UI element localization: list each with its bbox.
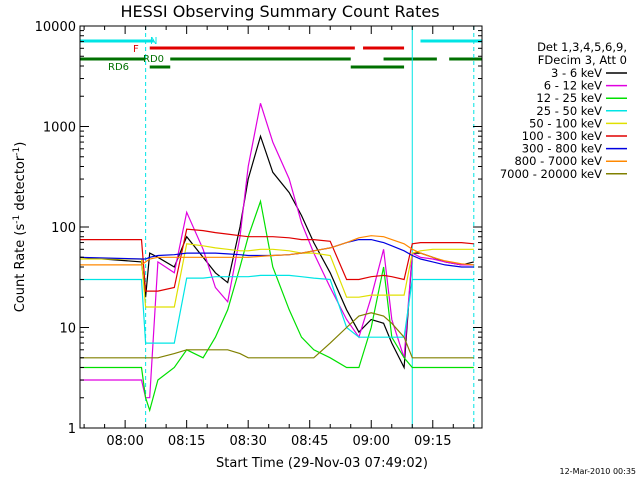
legend-label-4: 50 - 100 keV [529,116,602,130]
legend-label-8: 7000 - 20000 keV [500,167,602,181]
legend-header-1: Det 1,3,4,5,6,9, [537,40,627,54]
y-axis-label-part1: Count Rate (s [13,224,28,313]
series-line-3 [80,274,474,344]
y-tick-label-4: 10000 [35,20,76,35]
series-line-8 [80,312,474,359]
y-axis-label-part3: ) [13,142,28,147]
x-axis-label: Start Time (29-Nov-03 07:49:02) [216,456,428,471]
x-tick-label-4: 09:00 [353,434,390,449]
flag-label-rd0: RD0 [143,54,164,65]
y-tick-label-2: 100 [51,221,76,236]
series-line-7 [80,235,474,266]
chart-title: HESSI Observing Summary Count Rates [120,2,439,21]
x-tick-label-0: 08:00 [106,434,143,449]
legend-label-1: 6 - 12 keV [544,79,602,93]
y-axis-label-part2: detector [13,155,28,215]
x-tick-label-2: 08:30 [229,434,266,449]
legend: Det 1,3,4,5,6,9, FDecim 3, Att 0 3 - 6 k… [500,40,627,181]
y-axis-label-sup1: -1 [12,215,22,224]
series-line-1 [80,103,474,399]
y-tick-label-0: 1 [68,422,76,437]
y-axis-label: Count Rate (s-1 detector-1) [12,142,28,313]
legend-header-2: FDecim 3, Att 0 [538,53,627,67]
series-line-4 [80,243,474,308]
flag-label-rd6: RD6 [108,62,129,73]
legend-label-3: 25 - 50 keV [536,104,602,118]
legend-label-5: 100 - 300 keV [522,129,602,143]
legend-label-7: 800 - 7000 keV [514,154,602,168]
legend-label-0: 3 - 6 keV [551,66,602,80]
axes: 08:00 08:15 08:30 08:45 09:00 09:15 1 10 100 1000… [35,20,482,449]
footer-date: 12-Mar-2010 00:35 [560,467,637,476]
series-lines [79,103,474,413]
flag-label-n: N [150,36,157,47]
x-tick-label-3: 08:45 [291,434,328,449]
flag-bars [80,39,482,69]
x-tick-label-5: 09:15 [414,434,451,449]
series-line-5 [80,228,474,292]
y-tick-label-3: 1000 [43,121,76,136]
flag-label-f: F [133,44,139,55]
legend-label-6: 300 - 800 keV [522,142,602,156]
x-tick-label-1: 08:15 [168,434,205,449]
legend-label-2: 12 - 25 keV [536,91,602,105]
y-axis-label-sup2: -1 [12,147,22,156]
series-line-2 [80,198,474,413]
y-tick-label-1: 10 [59,322,76,337]
